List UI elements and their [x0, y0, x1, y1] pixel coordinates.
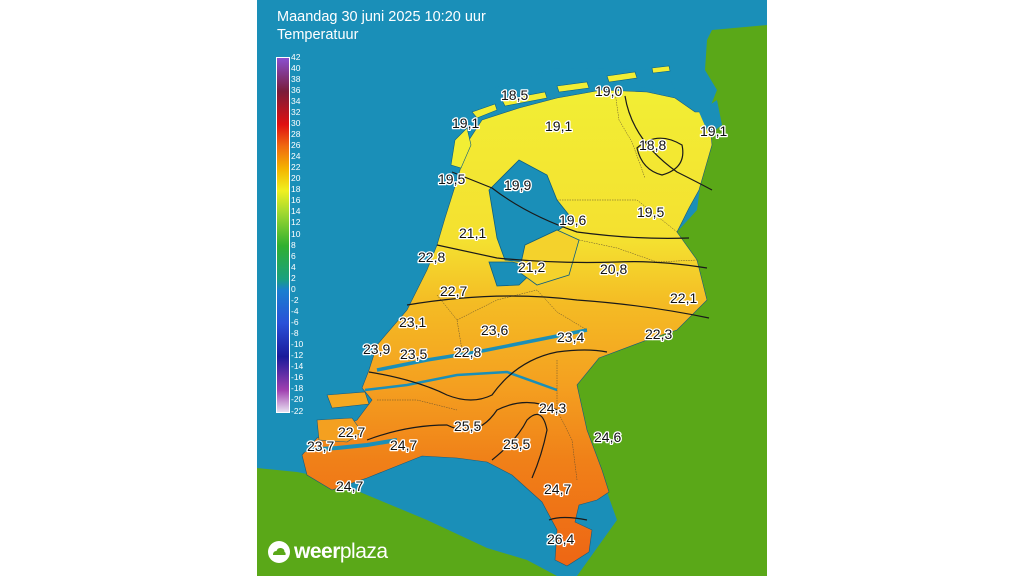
- legend-tick: 12: [291, 217, 301, 228]
- legend-tick: 26: [291, 140, 301, 150]
- province-borders: [377, 91, 698, 481]
- station-ell: 24,7: [544, 481, 571, 497]
- legend-tick: -12: [291, 350, 304, 361]
- station-eindhoven: 25,5: [503, 436, 530, 452]
- station-drenthe: 19,5: [637, 204, 664, 220]
- legend-tick: 28: [291, 128, 301, 139]
- station-ellewoutsdijk: 24,7: [336, 478, 363, 494]
- legend-tick: 6: [291, 250, 296, 261]
- river-waal: [376, 328, 588, 372]
- station-twente: 22,1: [670, 290, 697, 306]
- station-groningen: 18,8: [639, 137, 666, 153]
- logo-wordmark: weerplaza: [294, 540, 388, 564]
- legend-tick: 10: [291, 228, 301, 239]
- island-vlieland: [471, 103, 498, 119]
- legend-tick: 30: [291, 117, 301, 128]
- legend-tick: -10: [291, 339, 304, 350]
- legend-tick: -20: [291, 394, 304, 405]
- station-stavoren: 19,9: [504, 177, 531, 193]
- legend-tick: -2: [291, 294, 299, 305]
- station-schiphol: 22,7: [440, 283, 467, 299]
- dollard: [699, 100, 722, 135]
- isotherms: [366, 95, 713, 521]
- legend-tick: 40: [291, 62, 301, 73]
- cloud-icon: [268, 541, 290, 563]
- legend-tick: 36: [291, 84, 301, 95]
- legend-tick: -22: [291, 405, 304, 416]
- station-eemshaven: 19,1: [700, 123, 727, 139]
- station-labels: 19,1 18,5 19,0 19,1 19,1 18,8 19,5 19,9 …: [306, 82, 729, 549]
- station-hoek-van-holland: 23,9: [363, 341, 390, 357]
- weather-map: 19,1 18,5 19,0 19,1 19,1 18,8 19,5 19,9 …: [257, 0, 767, 576]
- legend-tick: 38: [291, 73, 301, 84]
- legend-tick: -6: [291, 317, 299, 327]
- legend-tick: 0: [291, 283, 296, 294]
- temperature-legend: 42 40 38 36 34 32 30 28 26 24 22 20 18 16 14 12 10 8 6 4 2 0-…: [275, 51, 335, 418]
- island-terschelling: [501, 91, 548, 107]
- station-volkel: 24,3: [539, 400, 566, 416]
- station-arcen: 24,6: [594, 429, 621, 445]
- station-lelystad-noord: 19,6: [559, 212, 586, 228]
- legend-tick: 16: [291, 195, 301, 206]
- station-woensdrecht: 24,7: [390, 437, 417, 453]
- station-hupsel: 22,3: [645, 326, 672, 342]
- station-de-bilt: 23,6: [481, 322, 508, 338]
- legend-tick: 2: [291, 272, 296, 283]
- legend-tick: 24: [291, 151, 301, 162]
- legend-tick: -8: [291, 328, 299, 339]
- legend-tick: 14: [291, 206, 301, 217]
- zeeland-island-walcheren: [316, 417, 363, 443]
- legend-color-bar: [276, 57, 290, 413]
- station-lauwersoog: 19,0: [595, 83, 622, 99]
- map-subtitle: Temperatuur: [277, 27, 359, 43]
- legend-tick: 22: [291, 162, 301, 173]
- station-gilze-rijen: 25,5: [454, 418, 481, 434]
- island-texel: [450, 127, 472, 169]
- schelde: [301, 438, 398, 452]
- station-den-helder: 19,5: [438, 171, 465, 187]
- station-rotterdam: 23,5: [400, 346, 427, 362]
- land-germany-belgium: [257, 25, 767, 576]
- legend-tick: 8: [291, 239, 296, 250]
- station-maastricht: 26,4: [547, 531, 574, 547]
- legend-tick: 42: [291, 51, 301, 62]
- ijsselmeer: [488, 159, 574, 263]
- station-vlissingen: 22,7: [338, 424, 365, 440]
- flevoland: [518, 229, 580, 286]
- station-schiermonnikoog: 18,5: [501, 87, 528, 103]
- river-maas: [364, 370, 558, 392]
- legend-tick: 20: [291, 173, 301, 184]
- station-lelystad: 21,2: [518, 259, 545, 275]
- legend-tick: 34: [291, 95, 301, 106]
- station-friesland: 19,1: [545, 118, 572, 134]
- legend-tick: -18: [291, 383, 304, 394]
- station-texel-noord: 19,1: [452, 115, 479, 131]
- temperature-map-svg: 19,1 18,5 19,0 19,1 19,1 18,8 19,5 19,9 …: [257, 0, 767, 576]
- station-wijdenes: 21,1: [459, 225, 486, 241]
- legend-tick: -4: [291, 305, 299, 316]
- legend-tick: -14: [291, 361, 304, 372]
- logo-light: plaza: [339, 540, 388, 563]
- zeeland-island-schouwen: [326, 391, 370, 409]
- waddenzee: [472, 68, 677, 118]
- weerplaza-logo: weerplaza: [267, 538, 388, 566]
- legend-tick: 4: [291, 261, 296, 272]
- station-ijmuiden: 22,8: [418, 249, 445, 265]
- station-westdorpe: 23,7: [307, 438, 334, 454]
- map-title: Maandag 30 juni 2025 10:20 uur: [277, 9, 486, 25]
- station-heino: 20,8: [600, 261, 627, 277]
- island-schiermonnikoog: [606, 71, 638, 83]
- legend-tick: 32: [291, 106, 301, 117]
- logo-bold: weer: [294, 540, 340, 563]
- station-deelen: 23,4: [557, 329, 584, 345]
- island-ameland: [556, 81, 590, 93]
- station-cabauw: 22,8: [454, 344, 481, 360]
- island-rottumeroog: [651, 65, 671, 74]
- station-voorschoten: 23,1: [399, 314, 426, 330]
- legend-tick: 18: [291, 184, 301, 195]
- legend-tick: -16: [291, 372, 304, 383]
